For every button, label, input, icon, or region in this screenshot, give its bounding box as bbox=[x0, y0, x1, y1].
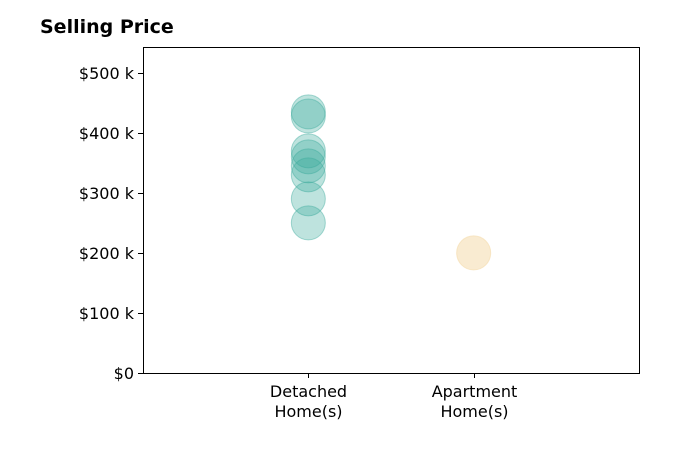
data-point bbox=[290, 181, 326, 217]
y-axis: $0 $100 k $200 k $300 k $400 k $500 k bbox=[79, 64, 143, 383]
data-point bbox=[290, 94, 326, 130]
data-point bbox=[290, 157, 326, 193]
x-tick-label: Detached bbox=[270, 382, 347, 401]
data-point bbox=[290, 139, 326, 175]
data-point bbox=[290, 98, 326, 134]
x-tick-label: Apartment bbox=[432, 382, 518, 401]
y-tick-label: $500 k bbox=[79, 64, 135, 83]
y-tick-label: $400 k bbox=[79, 124, 135, 143]
y-tick-label: $200 k bbox=[79, 244, 135, 263]
y-tick-label: $0 bbox=[114, 364, 134, 383]
x-tick-label: Home(s) bbox=[440, 402, 508, 421]
y-tick-label: $300 k bbox=[79, 184, 135, 203]
data-point bbox=[456, 235, 492, 271]
plot-frame bbox=[143, 47, 640, 374]
data-points bbox=[290, 94, 492, 271]
data-point bbox=[290, 133, 326, 169]
y-tick-label: $100 k bbox=[79, 304, 135, 323]
data-point bbox=[290, 148, 326, 184]
chart-title: Selling Price bbox=[40, 16, 174, 38]
data-point bbox=[290, 205, 326, 241]
x-tick-label: Home(s) bbox=[274, 402, 342, 421]
